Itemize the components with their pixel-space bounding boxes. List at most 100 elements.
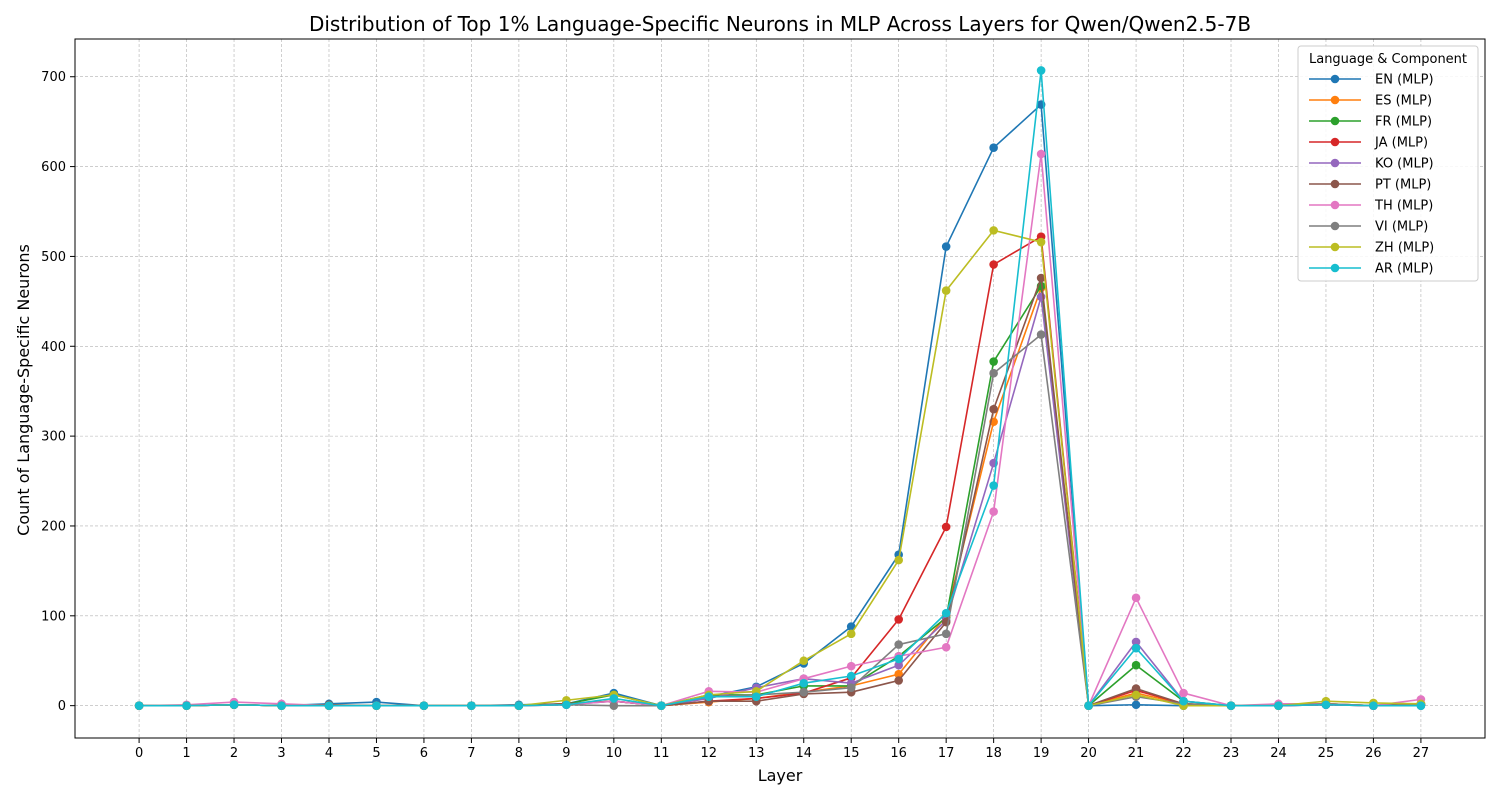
data-point — [799, 656, 809, 666]
series-line — [139, 296, 1421, 707]
legend-item: EN (MLP) — [1309, 73, 1434, 88]
series-line — [139, 153, 1422, 707]
y-tick-label: 500 — [41, 250, 66, 265]
legend-label: ZH (MLP) — [1375, 241, 1434, 256]
data-point — [562, 700, 571, 710]
legend: Language & Component EN (MLP) ES (MLP) FR … — [1297, 45, 1479, 282]
legend-label: VI (MLP) — [1375, 220, 1428, 235]
data-point — [941, 629, 951, 639]
data-point — [846, 671, 856, 681]
data-point — [1036, 273, 1046, 283]
series-ja — [134, 232, 1426, 710]
data-point — [894, 676, 903, 685]
x-tick-label: 16 — [890, 746, 907, 761]
data-point — [846, 683, 856, 692]
data-point — [609, 694, 619, 703]
data-point — [1131, 643, 1141, 653]
data-point — [1036, 237, 1046, 247]
data-point — [1084, 701, 1093, 710]
legend-item: ES (MLP) — [1309, 94, 1432, 109]
legend-item: KO (MLP) — [1309, 157, 1434, 172]
legend-marker — [1330, 263, 1340, 273]
data-point — [467, 701, 476, 710]
data-point — [989, 368, 998, 378]
series-line — [139, 103, 1421, 707]
legend-label: AR (MLP) — [1375, 262, 1434, 277]
x-tick-label: 2 — [230, 746, 238, 761]
y-tick-label: 400 — [41, 340, 66, 355]
x-tick-label: 22 — [1175, 746, 1192, 761]
data-point — [941, 286, 951, 295]
legend-marker — [1330, 137, 1340, 147]
x-tick-label: 14 — [795, 746, 812, 761]
x-tick-label: 27 — [1413, 746, 1430, 761]
data-point — [989, 260, 998, 269]
data-point — [894, 555, 903, 565]
data-point — [989, 481, 998, 490]
legend-box — [1297, 45, 1479, 282]
series-line — [139, 333, 1421, 707]
x-tick-label: 6 — [420, 746, 428, 761]
data-point — [989, 226, 998, 235]
data-point — [846, 622, 856, 631]
x-tick-label: 3 — [277, 746, 285, 761]
x-tick-label: 9 — [562, 746, 570, 761]
data-point — [277, 701, 286, 710]
y-tick-label: 300 — [41, 430, 66, 445]
data-point — [1036, 330, 1046, 339]
x-tick-label: 15 — [843, 746, 860, 761]
legend-item: PT (MLP) — [1309, 178, 1431, 193]
y-tick-label: 100 — [41, 609, 66, 624]
legend-label: KO (MLP) — [1375, 157, 1434, 172]
data-point — [657, 701, 666, 710]
y-tick-label: 700 — [41, 70, 66, 85]
series-vi — [134, 330, 1426, 710]
legend-item: FR (MLP) — [1309, 115, 1432, 130]
series-en — [134, 100, 1426, 710]
legend-marker — [1330, 242, 1340, 252]
series-line — [139, 235, 1421, 707]
legend-title: Language & Component — [1309, 52, 1467, 67]
data-point — [894, 654, 903, 664]
y-tick-label: 200 — [41, 519, 66, 534]
data-point — [1416, 701, 1426, 710]
data-point — [799, 678, 809, 688]
data-point — [1131, 637, 1141, 647]
x-tick-label: 5 — [372, 746, 380, 761]
data-point — [941, 242, 951, 251]
data-point — [1179, 696, 1188, 706]
series-layer — [134, 66, 1426, 710]
x-tick-label: 0 — [135, 746, 143, 761]
x-tick-label: 10 — [606, 746, 623, 761]
series-pt — [134, 273, 1426, 710]
data-point — [134, 701, 144, 710]
data-point — [941, 642, 951, 652]
series-line — [139, 285, 1421, 707]
legend-label: JA (MLP) — [1374, 136, 1428, 151]
data-point — [989, 357, 998, 366]
data-point — [229, 700, 239, 710]
data-point — [182, 701, 191, 710]
data-point — [1274, 701, 1283, 710]
data-point — [1131, 660, 1141, 670]
data-point — [894, 615, 903, 624]
data-point — [1131, 593, 1141, 603]
data-point — [989, 404, 998, 414]
legend-label: ES (MLP) — [1375, 94, 1432, 109]
legend-item: JA (MLP) — [1309, 136, 1428, 151]
data-point — [1226, 701, 1236, 710]
legend-item: AR (MLP) — [1309, 262, 1434, 277]
data-point — [419, 701, 429, 710]
series-th — [134, 149, 1426, 710]
data-point — [989, 143, 998, 153]
data-point — [989, 507, 998, 516]
data-point — [1131, 690, 1141, 700]
data-point — [1036, 149, 1046, 159]
x-tick-label: 4 — [325, 746, 333, 761]
data-point — [1131, 700, 1141, 710]
series-line — [139, 287, 1421, 707]
legend-marker — [1330, 158, 1340, 168]
data-point — [1036, 66, 1046, 75]
x-tick-label: 7 — [467, 746, 475, 761]
data-point — [894, 669, 903, 679]
